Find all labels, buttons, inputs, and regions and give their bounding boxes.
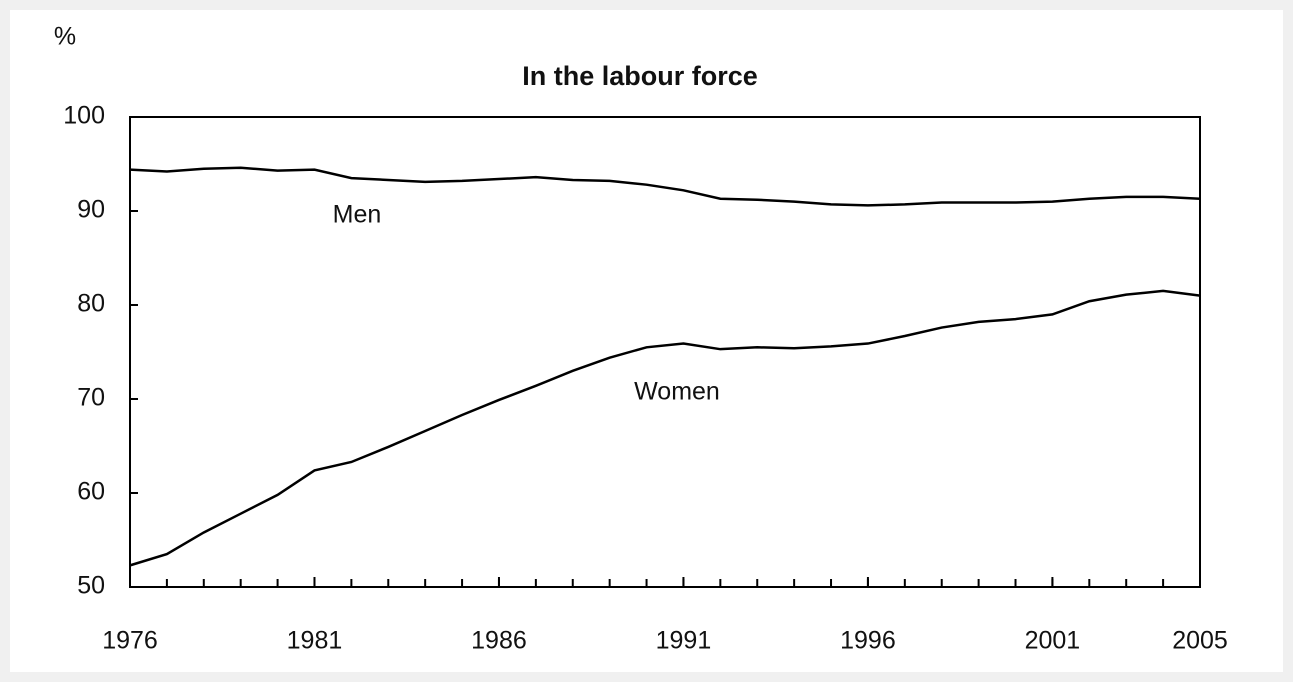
series-label: Men (333, 201, 382, 229)
series-line (129, 289, 1201, 567)
x-tick-label: 1976 (102, 627, 158, 655)
chart-title: In the labour force (522, 61, 758, 91)
y-tick-label: 50 (77, 572, 105, 600)
x-tick-label: 1981 (287, 627, 343, 655)
y-tick-label: 80 (77, 290, 105, 318)
series-line (129, 166, 1201, 207)
y-tick-label: 60 (77, 478, 105, 506)
x-tick-label: 1986 (471, 627, 527, 655)
x-tick-label: 2001 (1025, 627, 1081, 655)
canvas (10, 10, 1283, 672)
plot-frame (129, 116, 1201, 588)
y-axis-label: % (54, 23, 76, 51)
y-tick-label: 100 (63, 102, 105, 130)
series-label: Women (634, 378, 720, 406)
x-tick-label: 2005 (1172, 627, 1228, 655)
y-tick-label: 70 (77, 384, 105, 412)
y-tick-label: 90 (77, 196, 105, 224)
x-tick-label: 1996 (840, 627, 896, 655)
x-tick-label: 1991 (656, 627, 712, 655)
